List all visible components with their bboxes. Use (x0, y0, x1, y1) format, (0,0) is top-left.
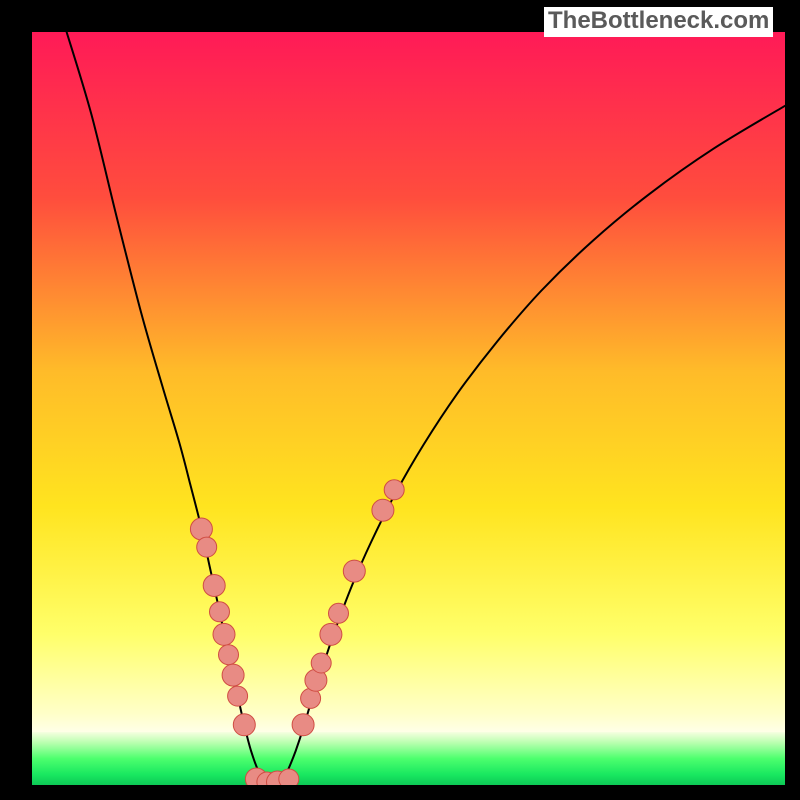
data-marker (210, 602, 230, 622)
plot-border-bottom (0, 785, 800, 800)
curve-right-branch (282, 106, 785, 782)
data-marker (197, 537, 217, 557)
data-marker (190, 518, 212, 540)
plot-border-right (785, 0, 800, 800)
data-marker (372, 499, 394, 521)
data-marker (329, 603, 349, 623)
data-marker (292, 714, 314, 736)
plot-border-left (0, 0, 32, 800)
chart-canvas: TheBottleneck.com (0, 0, 800, 800)
data-marker (219, 645, 239, 665)
data-marker (233, 714, 255, 736)
bottleneck-curve-svg (0, 0, 800, 800)
data-marker (384, 480, 404, 500)
watermark: TheBottleneck.com (544, 7, 773, 37)
data-marker (213, 623, 235, 645)
data-marker (228, 686, 248, 706)
data-marker (203, 575, 225, 597)
data-marker (343, 560, 365, 582)
data-marker (311, 653, 331, 673)
data-marker (222, 664, 244, 686)
data-marker (320, 623, 342, 645)
